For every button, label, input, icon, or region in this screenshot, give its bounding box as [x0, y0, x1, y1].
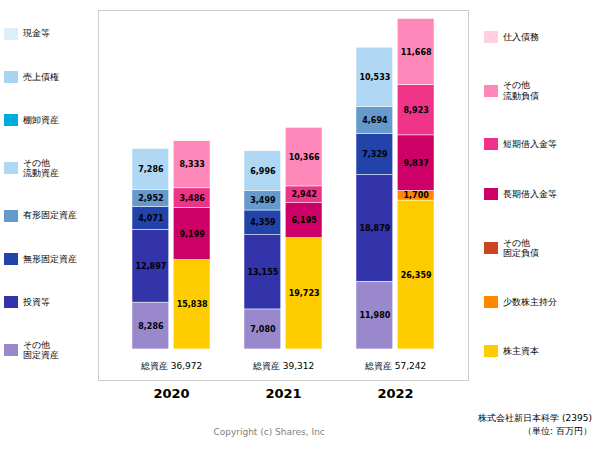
svg-text:2022: 2022 [377, 386, 413, 401]
svg-text:12,897: 12,897 [135, 262, 166, 271]
svg-text:11,980: 11,980 [359, 311, 390, 320]
html-text:棚卸資産: 棚卸資産 [23, 115, 59, 126]
html-text:仕入債務: 仕入債務 [503, 31, 539, 42]
svg-text:9,837: 9,837 [403, 159, 428, 168]
svg-text:8,333: 8,333 [179, 160, 204, 169]
svg-text:2,942: 2,942 [291, 190, 316, 199]
svg-text:総資産 36,972: 総資産 36,972 [140, 361, 202, 371]
html-text:Copyright (c) Shares, Inc: Copyright (c) Shares, Inc [213, 427, 325, 438]
html-text:現金等: 現金等 [23, 28, 50, 39]
svg-text:7,329: 7,329 [362, 150, 388, 159]
html-text:無形固定資産: 無形固定資産 [23, 253, 77, 264]
html-text:その他 流動負債: その他 流動負債 [503, 80, 539, 101]
svg-text:26,359: 26,359 [401, 271, 432, 280]
svg-text:3,499: 3,499 [250, 196, 276, 205]
svg-text:11,668: 11,668 [401, 48, 432, 57]
svg-text:10,366: 10,366 [289, 153, 320, 162]
html-text:その他 固定資産: その他 固定資産 [23, 339, 59, 360]
svg-text:4,071: 4,071 [138, 214, 164, 223]
svg-text:6,996: 6,996 [250, 167, 276, 176]
html-text:株式会社新日本科学 (2395): 株式会社新日本科学 (2395) [478, 413, 592, 423]
html-text:その他 固定負債: その他 固定負債 [503, 237, 539, 258]
html-text:投資等: 投資等 [23, 297, 50, 308]
svg-text:2021: 2021 [265, 386, 301, 401]
svg-text:総資産 57,242: 総資産 57,242 [364, 361, 426, 371]
html-text:少数株主持分: 少数株主持分 [503, 296, 557, 307]
svg-text:3,486: 3,486 [179, 194, 205, 203]
svg-text:総資産 39,312: 総資産 39,312 [252, 361, 314, 371]
svg-text:2020: 2020 [153, 386, 189, 401]
svg-text:4,359: 4,359 [250, 218, 276, 227]
svg-text:18,879: 18,879 [359, 224, 390, 233]
svg-text:8,923: 8,923 [403, 106, 428, 115]
svg-text:9,199: 9,199 [179, 230, 205, 239]
svg-text:6,195: 6,195 [291, 216, 317, 225]
svg-text:2,952: 2,952 [138, 194, 163, 203]
html-text:売上債権: 売上債権 [23, 71, 59, 82]
svg-text:8,286: 8,286 [138, 322, 164, 331]
html-text:その他 流動資産: その他 流動資産 [23, 157, 59, 178]
html-text:株主資本: 株主資本 [503, 346, 539, 356]
svg-text:4,694: 4,694 [362, 116, 388, 125]
svg-text:7,286: 7,286 [138, 165, 164, 174]
svg-text:1,700: 1,700 [403, 191, 429, 200]
html-text:有形固定資産: 有形固定資産 [23, 210, 77, 221]
html-text:長期借入金等: 長期借入金等 [503, 188, 557, 199]
svg-text:13,155: 13,155 [247, 268, 278, 277]
svg-text:7,080: 7,080 [250, 325, 276, 334]
svg-text:15,838: 15,838 [177, 300, 208, 309]
html-text:（単位: 百万円）: （単位: 百万円） [523, 425, 592, 436]
html-text:短期借入金等: 短期借入金等 [503, 139, 557, 150]
svg-text:19,723: 19,723 [289, 289, 320, 298]
svg-text:10,533: 10,533 [359, 73, 390, 82]
